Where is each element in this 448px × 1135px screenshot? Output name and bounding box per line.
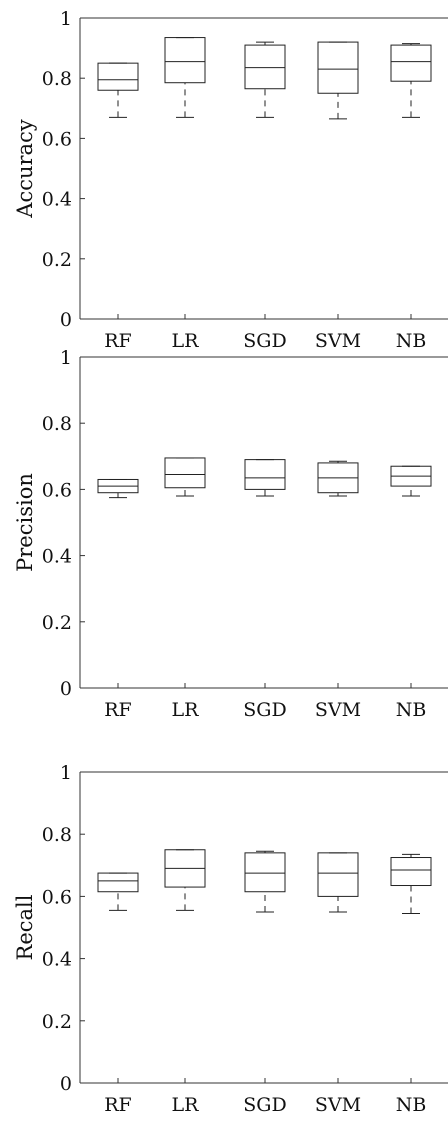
iqr-box — [97, 62, 139, 91]
y-tick-label: 0.6 — [42, 886, 72, 908]
y-tick-label: 0.2 — [42, 612, 72, 634]
y-tick-label: 0 — [60, 1073, 72, 1095]
x-tick-label-rf: RF — [104, 699, 132, 721]
box-lr — [164, 457, 206, 497]
y-tick-label: 1 — [60, 762, 72, 784]
box-nb — [390, 465, 432, 497]
iqr-box — [390, 857, 432, 887]
y-axis-label: Recall — [13, 894, 37, 960]
x-tick-label-svm: SVM — [315, 1094, 361, 1116]
y-tick-label: 0.6 — [42, 128, 72, 150]
iqr-box — [244, 44, 286, 90]
y-tick-label: 0.6 — [42, 479, 72, 501]
box-nb — [390, 43, 432, 118]
y-tick-label: 0 — [60, 678, 72, 700]
y-tick-label: 0.4 — [42, 949, 72, 971]
x-tick-label-lr: LR — [172, 699, 200, 721]
x-tick-label-sgd: SGD — [243, 699, 286, 721]
box-svm — [317, 41, 359, 120]
chart-panel-recall: 0 0.2 0.4 0.6 0.8 1 Recall RF LR SGD SVM NB — [13, 762, 448, 1116]
y-tick-label: 1 — [60, 8, 72, 30]
iqr-box — [164, 457, 206, 489]
y-tick-label: 1 — [60, 347, 72, 369]
y-axis-label: Precision — [13, 473, 37, 572]
x-tick-label-sgd: SGD — [243, 1094, 286, 1116]
y-axis-label: Accuracy — [13, 119, 37, 219]
y-tick-label: 0 — [60, 309, 72, 331]
y-tick-label: 0.2 — [42, 249, 72, 271]
y-tick-label: 0.2 — [42, 1011, 72, 1033]
box-svm — [317, 460, 359, 497]
iqr-box — [317, 41, 359, 94]
box-sgd — [244, 459, 286, 497]
x-tick-label-nb: NB — [396, 699, 427, 721]
box-sgd — [244, 41, 286, 118]
iqr-box — [164, 37, 206, 84]
iqr-box — [244, 852, 286, 893]
box-lr — [164, 849, 206, 911]
x-tick-label-svm: SVM — [315, 699, 361, 721]
x-tick-label-sgd: SGD — [243, 330, 286, 352]
box-svm — [317, 852, 359, 913]
y-tick-label: 0.4 — [42, 546, 72, 568]
chart-panel-precision: 0 0.2 0.4 0.6 0.8 1 Precision RF LR SGD SVM NB — [13, 347, 448, 721]
iqr-box — [97, 872, 139, 893]
x-tick-label-rf: RF — [104, 330, 132, 352]
box-rf — [97, 872, 139, 911]
box-rf — [97, 62, 139, 118]
y-tick-label: 0.8 — [42, 68, 72, 90]
y-tick-label: 0.8 — [42, 413, 72, 435]
box-sgd — [244, 850, 286, 913]
x-tick-label-lr: LR — [172, 330, 200, 352]
x-tick-label-svm: SVM — [315, 330, 361, 352]
chart-panel-accuracy: 0 0.2 0.4 0.6 0.8 1 Accuracy RF LR SGD SVM NB — [13, 8, 448, 352]
y-tick-label: 0.4 — [42, 189, 72, 211]
box-rf — [97, 478, 139, 499]
x-tick-label-rf: RF — [104, 1094, 132, 1116]
x-tick-label-nb: NB — [396, 1094, 427, 1116]
iqr-box — [244, 459, 286, 490]
box-lr — [164, 37, 206, 118]
iqr-box — [317, 852, 359, 897]
box-nb — [390, 853, 432, 915]
y-tick-label: 0.8 — [42, 824, 72, 846]
iqr-box — [390, 44, 432, 82]
x-tick-label-nb: NB — [396, 330, 427, 352]
x-tick-label-lr: LR — [172, 1094, 200, 1116]
